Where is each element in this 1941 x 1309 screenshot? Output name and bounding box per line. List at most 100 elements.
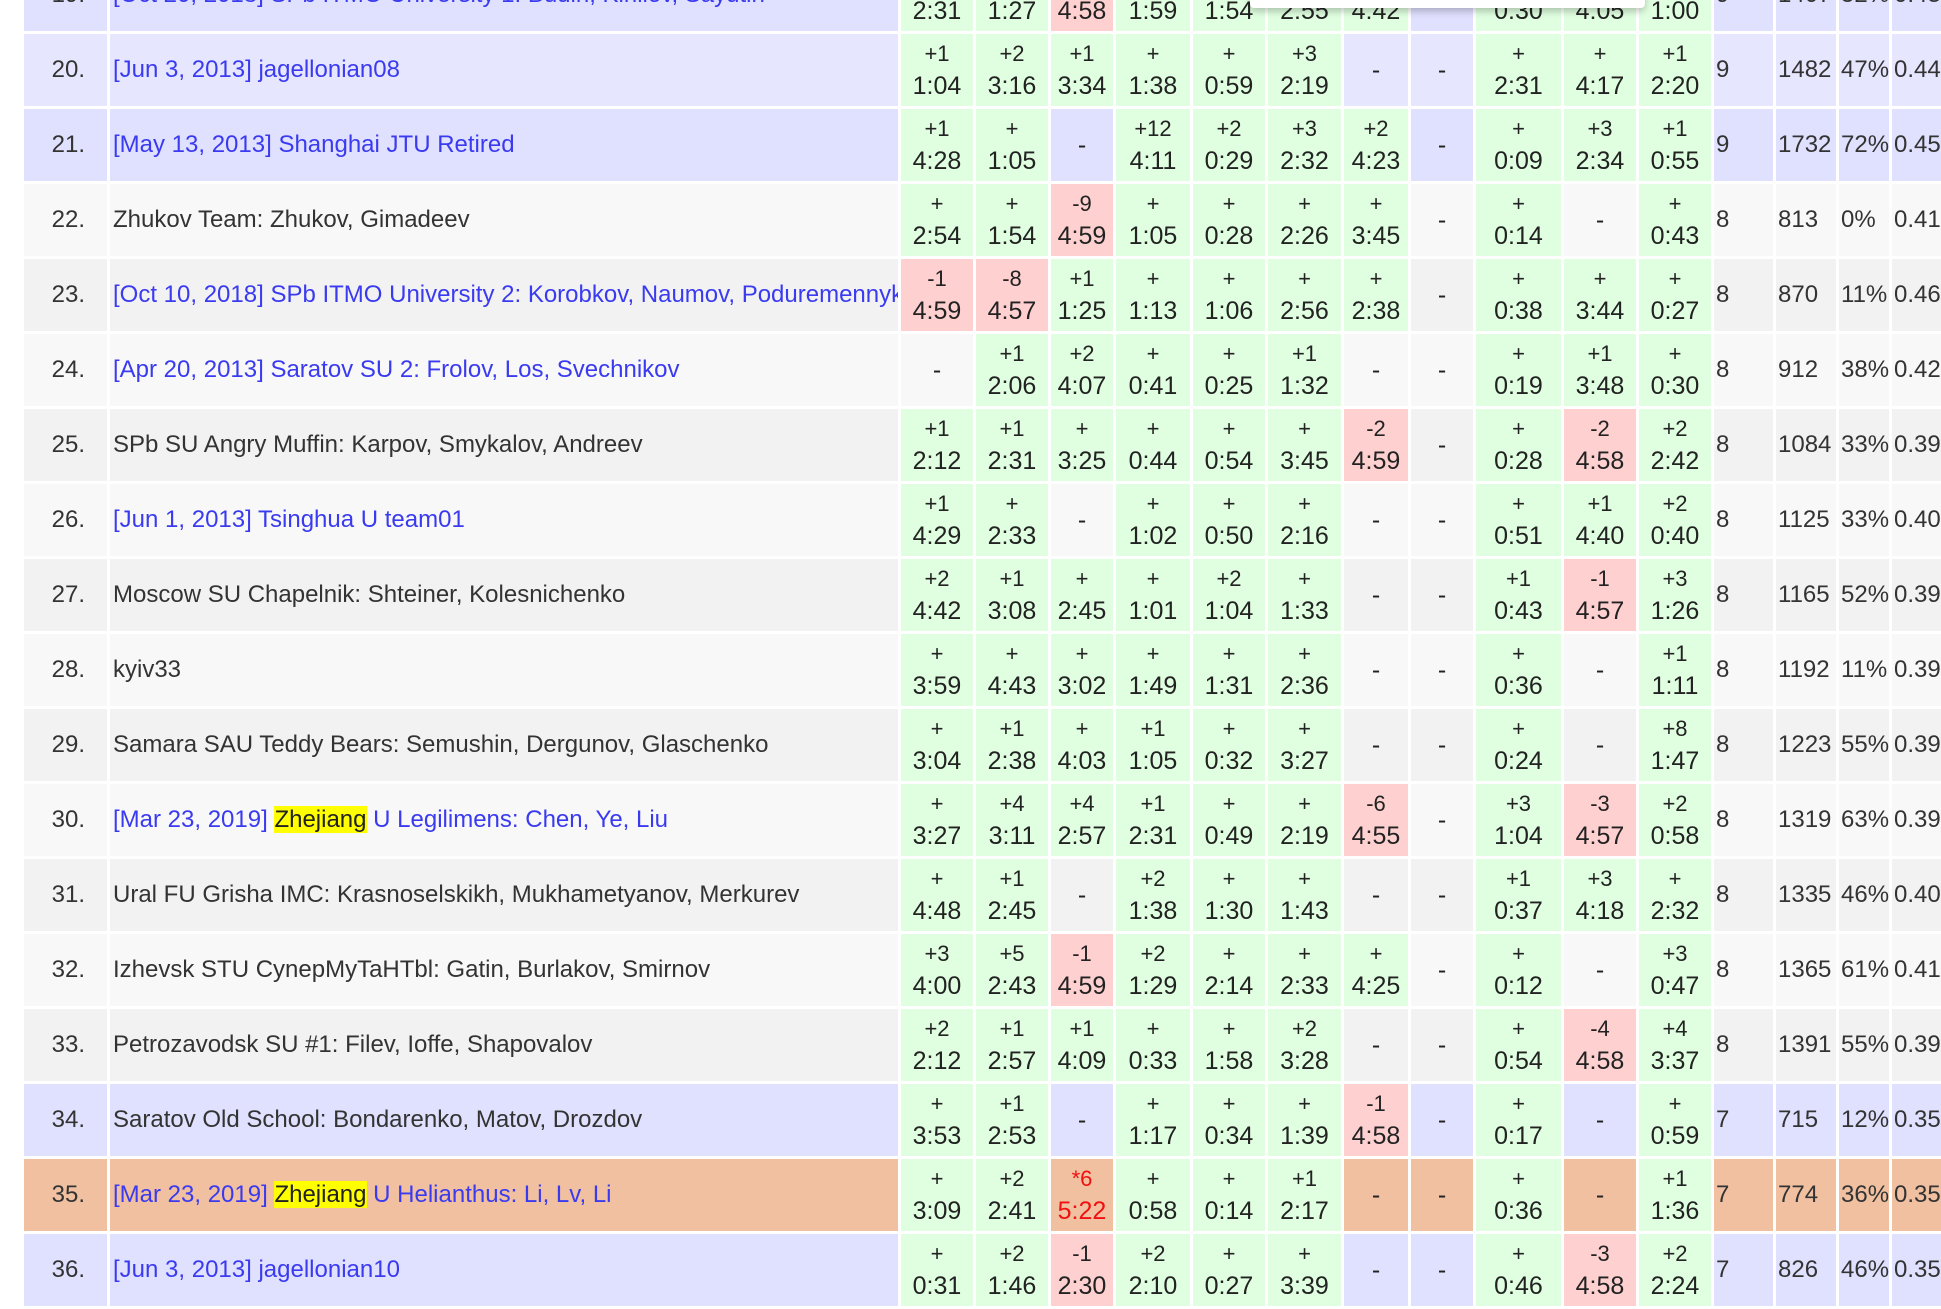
problem-cell[interactable]: +2:45 xyxy=(1051,559,1113,631)
problem-cell[interactable]: - xyxy=(1344,709,1408,781)
problem-cell[interactable]: - xyxy=(1411,109,1473,181)
problem-cell[interactable]: +1 4:40 xyxy=(1564,484,1636,556)
team-link[interactable]: [May 13, 2013] Shanghai JTU Retired xyxy=(110,109,898,181)
problem-cell[interactable]: +2:16 xyxy=(1268,484,1341,556)
problem-cell[interactable]: +1 4:29 xyxy=(901,484,973,556)
problem-cell[interactable]: - xyxy=(1411,559,1473,631)
problem-cell[interactable]: +2:26 xyxy=(1268,184,1341,256)
problem-cell[interactable]: +1 2:17 xyxy=(1268,1159,1341,1231)
problem-cell[interactable]: - xyxy=(1411,634,1473,706)
problem-cell[interactable]: - xyxy=(1564,1159,1636,1231)
problem-cell[interactable]: +1 1:11 xyxy=(1639,634,1711,706)
problem-cell[interactable]: - xyxy=(1051,109,1113,181)
problem-cell[interactable]: - xyxy=(1344,859,1408,931)
problem-cell[interactable]: 1:27 xyxy=(976,0,1048,31)
problem-cell[interactable]: +2:38 xyxy=(1344,259,1408,331)
problem-cell[interactable]: - xyxy=(1051,1084,1113,1156)
problem-cell[interactable]: +3:45 xyxy=(1268,409,1341,481)
problem-cell[interactable]: +1 2:06 xyxy=(976,334,1048,406)
problem-cell[interactable]: 4:58 xyxy=(1051,0,1113,31)
problem-cell[interactable]: +0:49 xyxy=(1193,784,1265,856)
problem-cell[interactable]: +1 1:36 xyxy=(1639,1159,1711,1231)
problem-cell[interactable]: - xyxy=(1344,559,1408,631)
problem-cell[interactable]: - xyxy=(1411,184,1473,256)
problem-cell[interactable]: +1:33 xyxy=(1268,559,1341,631)
problem-cell[interactable]: +3 0:47 xyxy=(1639,934,1711,1006)
problem-cell[interactable]: +3 2:19 xyxy=(1268,34,1341,106)
problem-cell[interactable]: - xyxy=(1344,34,1408,106)
problem-cell[interactable]: 1:59 xyxy=(1116,0,1190,31)
problem-cell[interactable]: +2 2:42 xyxy=(1639,409,1711,481)
problem-cell[interactable]: +1 2:31 xyxy=(1116,784,1190,856)
problem-cell[interactable]: +1:31 xyxy=(1193,634,1265,706)
problem-cell[interactable]: +2 4:07 xyxy=(1051,334,1113,406)
problem-cell[interactable]: +2 0:29 xyxy=(1193,109,1265,181)
problem-cell[interactable]: +1:58 xyxy=(1193,1009,1265,1081)
problem-cell[interactable]: - xyxy=(1564,709,1636,781)
problem-cell[interactable]: +1 1:32 xyxy=(1268,334,1341,406)
problem-cell[interactable]: +0:54 xyxy=(1476,1009,1561,1081)
problem-cell[interactable]: - xyxy=(1564,934,1636,1006)
problem-cell[interactable]: +4:48 xyxy=(901,859,973,931)
problem-cell[interactable]: +3:25 xyxy=(1051,409,1113,481)
problem-cell[interactable]: +2 4:42 xyxy=(901,559,973,631)
problem-cell[interactable]: - xyxy=(1344,334,1408,406)
problem-cell[interactable]: +0:54 xyxy=(1193,409,1265,481)
problem-cell[interactable]: -1 4:59 xyxy=(901,259,973,331)
problem-cell[interactable]: +1 2:38 xyxy=(976,709,1048,781)
problem-cell[interactable]: +1 2:57 xyxy=(976,1009,1048,1081)
problem-cell[interactable]: +3 2:34 xyxy=(1564,109,1636,181)
problem-cell[interactable]: +12 4:11 xyxy=(1116,109,1190,181)
team-link[interactable]: [Jun 1, 2013] Tsinghua U team01 xyxy=(110,484,898,556)
problem-cell[interactable]: *6 5:22 xyxy=(1051,1159,1113,1231)
problem-cell[interactable]: +2 1:29 xyxy=(1116,934,1190,1006)
problem-cell[interactable]: +2 3:28 xyxy=(1268,1009,1341,1081)
team-link[interactable]: [Mar 23, 2019] Zhejiang U Legilimens: Ch… xyxy=(110,784,898,856)
problem-cell[interactable]: +2:33 xyxy=(1268,934,1341,1006)
problem-cell[interactable]: +2 4:23 xyxy=(1344,109,1408,181)
problem-cell[interactable]: -3 4:57 xyxy=(1564,784,1636,856)
problem-cell[interactable]: +2 2:12 xyxy=(901,1009,973,1081)
problem-cell[interactable]: +2:54 xyxy=(901,184,973,256)
problem-cell[interactable]: - xyxy=(1411,484,1473,556)
problem-cell[interactable]: +3:27 xyxy=(901,784,973,856)
problem-cell[interactable]: +2 1:04 xyxy=(1193,559,1265,631)
team-link[interactable]: [Mar 23, 2019] Zhejiang U Helianthus: Li… xyxy=(110,1159,898,1231)
problem-cell[interactable]: - xyxy=(1411,1159,1473,1231)
problem-cell[interactable]: +4:25 xyxy=(1344,934,1408,1006)
problem-cell[interactable]: +3:44 xyxy=(1564,259,1636,331)
problem-cell[interactable]: +1:43 xyxy=(1268,859,1341,931)
problem-cell[interactable]: - xyxy=(1344,1009,1408,1081)
problem-cell[interactable]: +1 3:34 xyxy=(1051,34,1113,106)
problem-cell[interactable]: +1 1:25 xyxy=(1051,259,1113,331)
problem-cell[interactable]: +0:58 xyxy=(1116,1159,1190,1231)
problem-cell[interactable]: +3:45 xyxy=(1344,184,1408,256)
problem-cell[interactable]: +0:14 xyxy=(1193,1159,1265,1231)
problem-cell[interactable]: +1 2:31 xyxy=(976,409,1048,481)
problem-cell[interactable]: +1:49 xyxy=(1116,634,1190,706)
problem-cell[interactable]: -9 4:59 xyxy=(1051,184,1113,256)
problem-cell[interactable]: +3:27 xyxy=(1268,709,1341,781)
problem-cell[interactable]: +4 3:37 xyxy=(1639,1009,1711,1081)
problem-cell[interactable]: -1 4:57 xyxy=(1564,559,1636,631)
problem-cell[interactable]: +3 4:18 xyxy=(1564,859,1636,931)
problem-cell[interactable]: +0:17 xyxy=(1476,1084,1561,1156)
problem-cell[interactable]: +4 2:57 xyxy=(1051,784,1113,856)
problem-cell[interactable]: - xyxy=(1411,259,1473,331)
problem-cell[interactable]: +1 2:53 xyxy=(976,1084,1048,1156)
team-link[interactable]: [Apr 20, 2013] Saratov SU 2: Frolov, Los… xyxy=(110,334,898,406)
problem-cell[interactable]: -8 4:57 xyxy=(976,259,1048,331)
problem-cell[interactable]: - xyxy=(1051,859,1113,931)
problem-cell[interactable]: +0:32 xyxy=(1193,709,1265,781)
problem-cell[interactable]: +2:56 xyxy=(1268,259,1341,331)
problem-cell[interactable]: +2 0:58 xyxy=(1639,784,1711,856)
problem-cell[interactable]: +2:33 xyxy=(976,484,1048,556)
problem-cell[interactable]: +0:14 xyxy=(1476,184,1561,256)
problem-cell[interactable]: - xyxy=(1411,334,1473,406)
problem-cell[interactable]: +1 2:12 xyxy=(901,409,973,481)
problem-cell[interactable]: +0:09 xyxy=(1476,109,1561,181)
problem-cell[interactable]: +0:12 xyxy=(1476,934,1561,1006)
problem-cell[interactable]: +0:41 xyxy=(1116,334,1190,406)
problem-cell[interactable]: - xyxy=(1411,409,1473,481)
problem-cell[interactable]: +4:43 xyxy=(976,634,1048,706)
